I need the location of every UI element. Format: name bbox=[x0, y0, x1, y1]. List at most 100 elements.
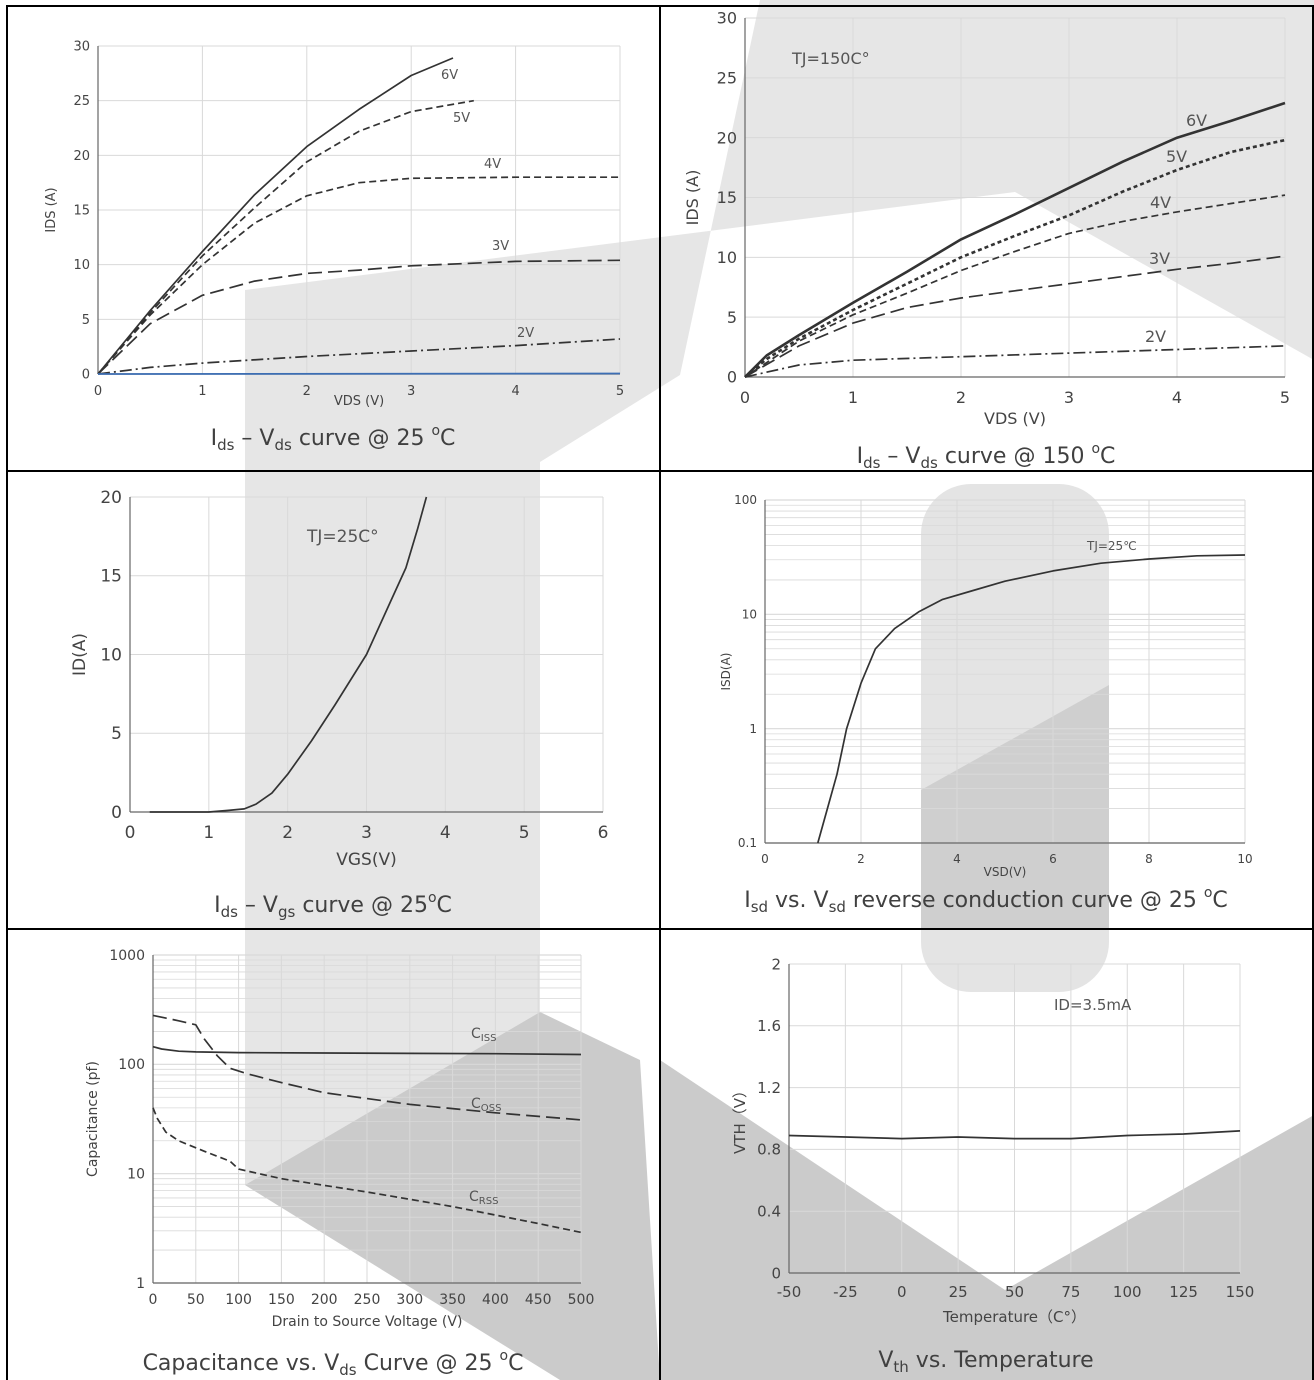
x-tick-label: 400 bbox=[482, 1292, 509, 1308]
y-tick-label: 1000 bbox=[109, 948, 145, 964]
y-tick-label: 1.6 bbox=[757, 1017, 781, 1035]
x-tick-label: -50 bbox=[777, 1283, 802, 1301]
y-tick-label: 2 bbox=[771, 955, 781, 973]
chart-isd-vsd-25: 0 2 4 6 8 10 0.1 1 10 100 VSD(V) ISD(A) TJ=25℃ Isd vs… bbox=[719, 493, 1253, 916]
y-tick-label: 10 bbox=[73, 258, 90, 273]
chart-ids-vds-25: 0 1 2 3 4 5 0 5 10 15 20 25 30 VDS (V) IDS (A) 6V 5V 4V 3V… bbox=[44, 40, 624, 454]
x-tick-label: 100 bbox=[225, 1292, 252, 1308]
x-tick-label: 200 bbox=[311, 1292, 338, 1308]
series-label: 2V bbox=[517, 326, 534, 341]
y-tick-label: 10 bbox=[100, 645, 122, 665]
x-tick-label: 8 bbox=[1145, 852, 1153, 866]
chart-caption: Vth vs. Temperature bbox=[878, 1348, 1093, 1376]
x-axis-title: VSD(V) bbox=[984, 865, 1027, 879]
series-line bbox=[816, 554, 1246, 844]
x-axis-title: Temperature（C°） bbox=[942, 1308, 1086, 1326]
series-label: 6V bbox=[441, 68, 458, 83]
chart-ids-vgs-25: 0 1 2 3 4 5 6 0 5 10 15 20 VGS(V) ID(A) TJ=25C° Ids – V… bbox=[70, 488, 608, 921]
series-label: 2V bbox=[1145, 327, 1166, 346]
chart-annotation: TJ=25C° bbox=[306, 527, 379, 547]
x-tick-label: 2 bbox=[956, 388, 966, 407]
chart-annotation: TJ=150C° bbox=[791, 49, 870, 68]
x-axis-title: Drain to Source Voltage (V) bbox=[272, 1314, 463, 1330]
gridlines bbox=[97, 45, 621, 375]
y-tick-label: 10 bbox=[717, 248, 737, 267]
y-tick-label: 20 bbox=[100, 488, 122, 508]
x-tick-label: 0 bbox=[740, 388, 750, 407]
series-label: 3V bbox=[492, 239, 509, 254]
x-tick-label: 50 bbox=[187, 1292, 205, 1308]
chart-caption: Capacitance vs. Vds Curve @ 25 oC bbox=[143, 1348, 524, 1379]
x-tick-label: 150 bbox=[1226, 1283, 1255, 1301]
x-tick-label: 1 bbox=[198, 384, 206, 399]
series-line bbox=[744, 255, 1286, 378]
y-tick-label: 0 bbox=[82, 368, 90, 383]
x-tick-label: 25 bbox=[949, 1283, 968, 1301]
x-tick-label: 0 bbox=[125, 823, 136, 843]
series-line bbox=[744, 101, 1286, 378]
x-tick-label: 100 bbox=[1113, 1283, 1142, 1301]
y-tick-label: 1 bbox=[749, 722, 757, 736]
x-tick-label: 2 bbox=[282, 823, 293, 843]
chart-caption: Ids – Vds curve @ 150 oC bbox=[857, 441, 1116, 472]
x-tick-label: 0 bbox=[897, 1283, 907, 1301]
x-tick-label: 4 bbox=[953, 852, 961, 866]
chart-cap-vds-25: 0 50 100 150 200 250 300 350 400 450 500 1 10 100 1000… bbox=[85, 948, 594, 1379]
series-line bbox=[152, 1045, 582, 1056]
y-tick-label: 20 bbox=[73, 149, 90, 164]
y-tick-label: 0 bbox=[727, 368, 737, 387]
y-tick-label: 5 bbox=[111, 724, 122, 744]
chart-annotation: ID=3.5mA bbox=[1054, 996, 1132, 1014]
chart-caption: Ids – Vgs curve @ 25oC bbox=[214, 890, 452, 921]
y-tick-label: 10 bbox=[742, 608, 757, 622]
series-line bbox=[744, 194, 1286, 378]
x-tick-label: 250 bbox=[354, 1292, 381, 1308]
y-axis-title: Capacitance (pf) bbox=[85, 1061, 101, 1177]
x-tick-label: 10 bbox=[1237, 852, 1252, 866]
y-tick-label: 25 bbox=[73, 94, 90, 109]
y-tick-label: 15 bbox=[100, 567, 122, 587]
series-line bbox=[97, 259, 621, 375]
x-axis-title: VDS (V) bbox=[984, 409, 1046, 428]
y-tick-label: 5 bbox=[727, 308, 737, 327]
x-tick-label: 4 bbox=[511, 384, 519, 399]
x-tick-label: 6 bbox=[1049, 852, 1057, 866]
y-tick-label: 0.1 bbox=[738, 836, 757, 850]
chart-annotation: TJ=25℃ bbox=[1086, 539, 1137, 553]
series-line bbox=[152, 1014, 582, 1121]
x-tick-label: 50 bbox=[1005, 1283, 1024, 1301]
x-tick-label: 0 bbox=[94, 384, 102, 399]
x-tick-label: 0 bbox=[761, 852, 769, 866]
x-tick-label: 5 bbox=[1280, 388, 1290, 407]
series-line bbox=[97, 338, 621, 375]
chart-caption: Isd vs. Vsd reverse conduction curve @ 2… bbox=[744, 885, 1228, 916]
series-line bbox=[788, 1130, 1241, 1140]
chart-caption: Ids – Vds curve @ 25 oC bbox=[211, 423, 456, 454]
chart-vth-temp: -50 -25 0 25 50 75 100 125 150 0 0.4 0.8 1.2 1.6 2 Temp… bbox=[731, 955, 1254, 1376]
y-axis-title: IDS (A) bbox=[683, 170, 702, 226]
x-tick-label: 5 bbox=[519, 823, 530, 843]
series-line bbox=[149, 496, 428, 813]
x-tick-label: 350 bbox=[439, 1292, 466, 1308]
y-tick-label: 30 bbox=[717, 9, 737, 28]
x-tick-label: 1 bbox=[848, 388, 858, 407]
y-axis-title: VTH（V） bbox=[731, 1083, 749, 1154]
y-tick-label: 5 bbox=[82, 313, 90, 328]
y-tick-label: 0.4 bbox=[757, 1202, 781, 1220]
series-label: 3V bbox=[1149, 249, 1170, 268]
x-tick-label: 4 bbox=[1172, 388, 1182, 407]
y-tick-label: 15 bbox=[73, 204, 90, 219]
x-tick-label: 125 bbox=[1169, 1283, 1198, 1301]
y-tick-label: 10 bbox=[127, 1167, 145, 1183]
x-tick-label: 2 bbox=[857, 852, 865, 866]
series-line bbox=[97, 57, 454, 375]
y-axis-title: IDS (A) bbox=[44, 187, 59, 232]
series-line bbox=[97, 99, 474, 375]
series-line bbox=[744, 345, 1286, 378]
series-label: 5V bbox=[1166, 147, 1187, 166]
y-tick-label: 0 bbox=[771, 1264, 781, 1282]
x-tick-label: 3 bbox=[1064, 388, 1074, 407]
x-axis-title: VGS(V) bbox=[336, 850, 397, 870]
y-tick-label: 1.2 bbox=[757, 1079, 781, 1097]
